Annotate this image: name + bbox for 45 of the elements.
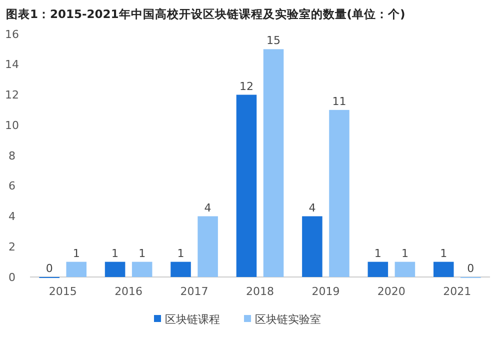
y-tick-label: 6 [8,180,16,193]
x-tick-label: 2016 [114,285,143,298]
bar [263,49,284,277]
y-tick-label: 2 [8,240,16,254]
data-label: 1 [177,246,184,260]
y-tick-label: 16 [5,28,19,41]
x-tick-label: 2015 [48,285,77,298]
y-tick-label: 0 [8,270,16,284]
bar [433,262,454,277]
data-label: 4 [204,201,212,214]
y-tick-label: 14 [5,58,19,72]
data-label: 1 [72,246,80,260]
data-label: 11 [332,94,346,108]
bar [302,216,322,277]
bar [66,262,87,277]
data-label: 1 [112,246,119,260]
x-tick-label: 2018 [246,285,274,298]
x-tick-label: 2021 [443,285,472,298]
legend-label: 区块链实验室 [255,312,321,326]
legend-label: 区块链课程 [165,312,220,326]
bar [368,262,388,277]
y-tick-label: 12 [5,88,19,102]
data-label: 1 [374,246,382,260]
data-label: 12 [239,80,254,93]
bar [394,262,416,277]
y-tick-label: 4 [8,210,16,224]
bar [104,262,126,277]
data-label: 0 [467,262,474,275]
bar [198,216,218,277]
data-label: 1 [138,246,146,260]
data-label: 0 [46,262,53,275]
x-tick-label: 2020 [377,285,406,298]
bar [132,262,152,277]
data-label: 4 [308,201,316,214]
x-tick-label: 2017 [180,285,208,298]
data-label: 1 [440,246,448,260]
bar [236,94,257,277]
x-tick-label: 2019 [312,285,340,298]
data-label: 1 [401,246,408,260]
bar [329,110,350,277]
y-tick-label: 10 [5,118,19,132]
bar [170,262,191,277]
data-label: 15 [266,34,281,48]
chart-title: 图表1：2015-2021年中国高校开设区块链课程及实验室的数量(单位：个) [6,7,406,21]
y-tick-label: 8 [8,149,16,162]
